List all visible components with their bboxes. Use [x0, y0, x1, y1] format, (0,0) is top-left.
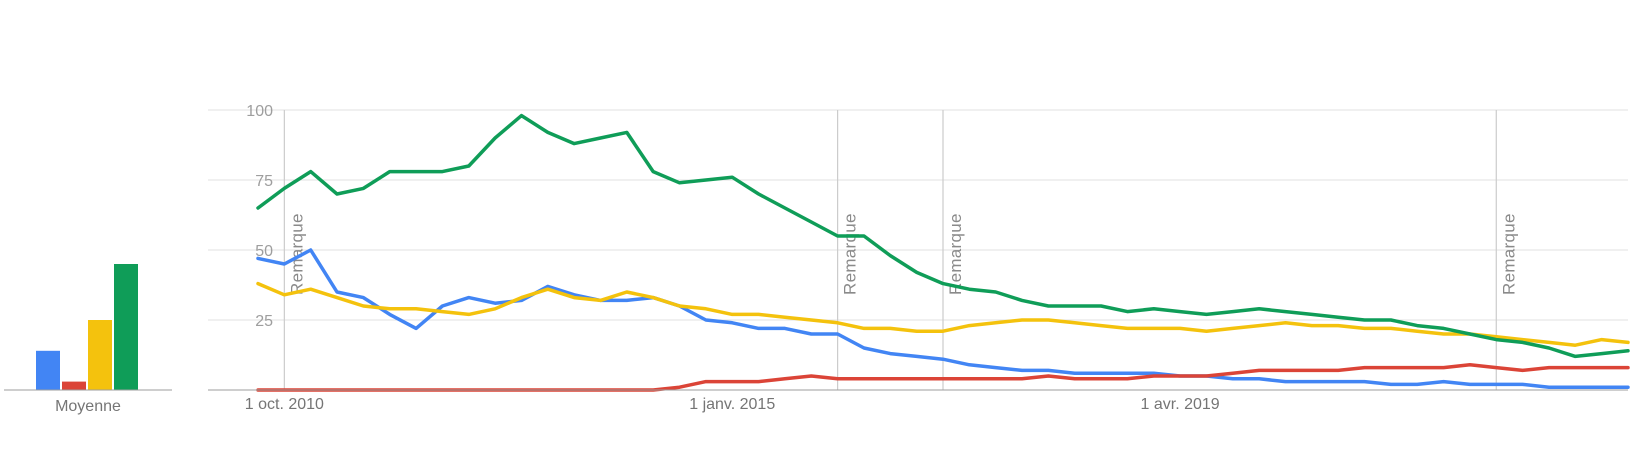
series-line [256, 281, 1630, 347]
average-panel: Moyenne [4, 264, 172, 415]
x-tick-label: 1 oct. 2010 [245, 396, 324, 413]
annotation-label: Remarque [1499, 213, 1518, 295]
y-tick-label: 50 [255, 243, 273, 260]
average-bar [114, 264, 138, 390]
annotations: Remarque Remarque Remarque Remarque [283, 110, 1518, 390]
average-label: Moyenne [55, 398, 121, 415]
x-tick-label: 1 janv. 2015 [689, 396, 775, 413]
annotation-label: Remarque [946, 213, 965, 295]
axes: 100 75 50 25 1 oct. 2010 1 janv. 2015 1 avr. 2… [208, 103, 1628, 413]
average-bar [88, 320, 112, 390]
average-bars [36, 264, 138, 390]
annotation-label: Remarque [287, 213, 306, 295]
series-line [256, 113, 1630, 359]
y-tick-label: 25 [255, 313, 273, 330]
x-tick-label: 1 avr. 2019 [1141, 396, 1220, 413]
y-tick-label: 75 [255, 173, 273, 190]
y-tick-label: 100 [246, 103, 273, 120]
average-bar [36, 350, 60, 390]
series-line [256, 248, 1630, 389]
grid [208, 109, 1628, 321]
annotation-label: Remarque [841, 213, 860, 295]
average-bar [62, 381, 86, 390]
